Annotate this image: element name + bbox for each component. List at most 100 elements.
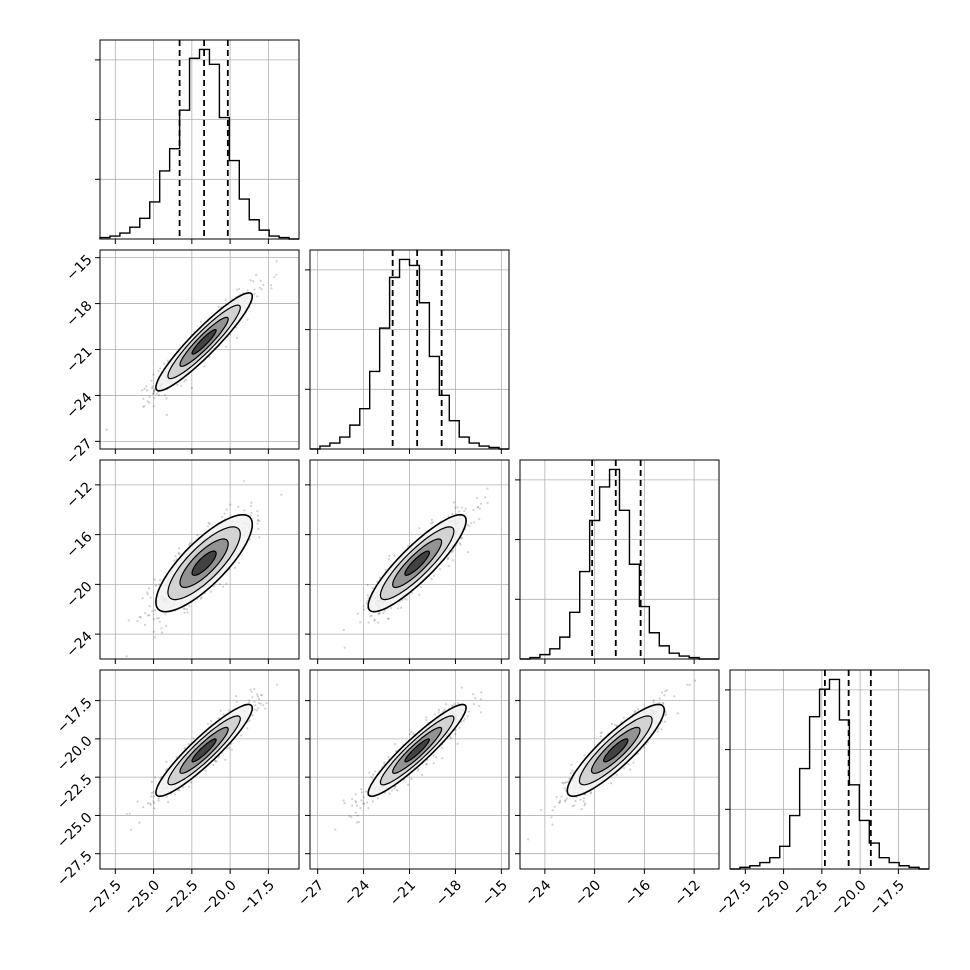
panel-content [125,480,283,658]
scatter-point [395,750,398,753]
scatter-point [393,554,396,557]
scatter-point [243,509,246,512]
scatter-point [204,769,207,772]
scatter-point [565,797,569,800]
scatter-point [164,613,167,616]
scatter-point [425,716,428,719]
scatter-point [600,731,603,734]
scatter-point [571,805,574,808]
y-tick-label: −22.5 [54,771,96,813]
scatter-point [356,814,359,817]
scatter-point [246,727,249,730]
scatter-point [660,728,663,731]
scatter-point [165,624,168,627]
scatter-point [479,698,482,701]
scatter-point [259,702,262,705]
scatter-point [666,689,669,692]
scatter-point [451,704,454,708]
scatter-point [357,820,360,824]
scatter-point [355,804,358,807]
scatter-point [153,389,156,393]
scatter-point [373,770,377,773]
scatter-point [225,508,228,511]
scatter-point [178,552,181,556]
x-tick-label: −20.0 [198,877,240,919]
scatter-point [447,564,450,568]
scatter-point [564,799,567,802]
scatter-point [248,719,251,722]
scatter-point [251,714,254,717]
scatter-point [237,561,240,564]
scatter-point [142,806,145,809]
contour-level-3 [404,550,431,577]
scatter-point [463,717,466,720]
scatter-point [693,679,697,682]
scatter-point [253,708,256,711]
scatter-point [561,781,564,784]
scatter-point [196,534,199,537]
scatter-point [359,807,362,810]
scatter-point [248,538,251,541]
scatter-point [354,811,357,814]
scatter-point [146,593,149,596]
scatter-point [160,631,164,634]
x-tick-label: −27.5 [83,877,125,919]
scatter-point [446,558,449,561]
scatter-point [383,762,386,766]
scatter-point [253,288,256,291]
scatter-point [417,767,420,771]
scatter-point [609,782,613,785]
x-tick-label: −22.5 [160,877,202,919]
x-tick-label: −20 [572,877,604,909]
scatter-point [574,799,577,803]
scatter-point [478,704,481,707]
scatter-point [475,496,478,500]
scatter-point [615,773,618,777]
scatter-point [408,733,411,736]
scatter-point [461,537,464,540]
scatter-point [225,345,228,348]
panel-content [125,683,279,831]
scatter-point [664,720,667,723]
scatter-point [153,807,156,810]
scatter-point [334,828,337,831]
scatter-point [265,702,268,705]
scatter-point [464,507,467,510]
scatter-point [250,690,253,693]
scatter-point [456,742,459,746]
scatter-point [361,802,365,805]
scatter-point [163,362,166,365]
scatter-point [225,582,228,585]
scatter-point [142,397,145,400]
scatter-point [203,365,206,368]
scatter-point [222,713,225,716]
scatter-point [466,524,469,527]
histogram-step [730,678,929,870]
scatter-point [152,630,155,633]
panel-frame [99,459,300,660]
scatter-point [615,724,618,727]
scatter-point [207,521,210,525]
scatter-point [369,615,372,618]
scatter-point [143,387,146,390]
scatter-point [221,515,224,519]
scatter-point [364,790,368,793]
scatter-point [451,559,454,562]
scatter-point [441,747,444,750]
scatter-point [454,728,457,731]
scatter-point [149,596,152,599]
y-tick-label: −16 [63,529,95,561]
scatter-point [459,543,462,546]
scatter-point [583,754,586,757]
scatter-point [351,797,354,801]
panel-frame [99,39,300,240]
scatter-point [354,800,357,803]
scatter-point [235,336,239,339]
scatter-point [148,605,151,608]
scatter-point [182,786,185,789]
scatter-point [563,787,566,790]
scatter-point [643,746,646,749]
histogram-step [520,468,719,660]
scatter-point [559,799,562,802]
